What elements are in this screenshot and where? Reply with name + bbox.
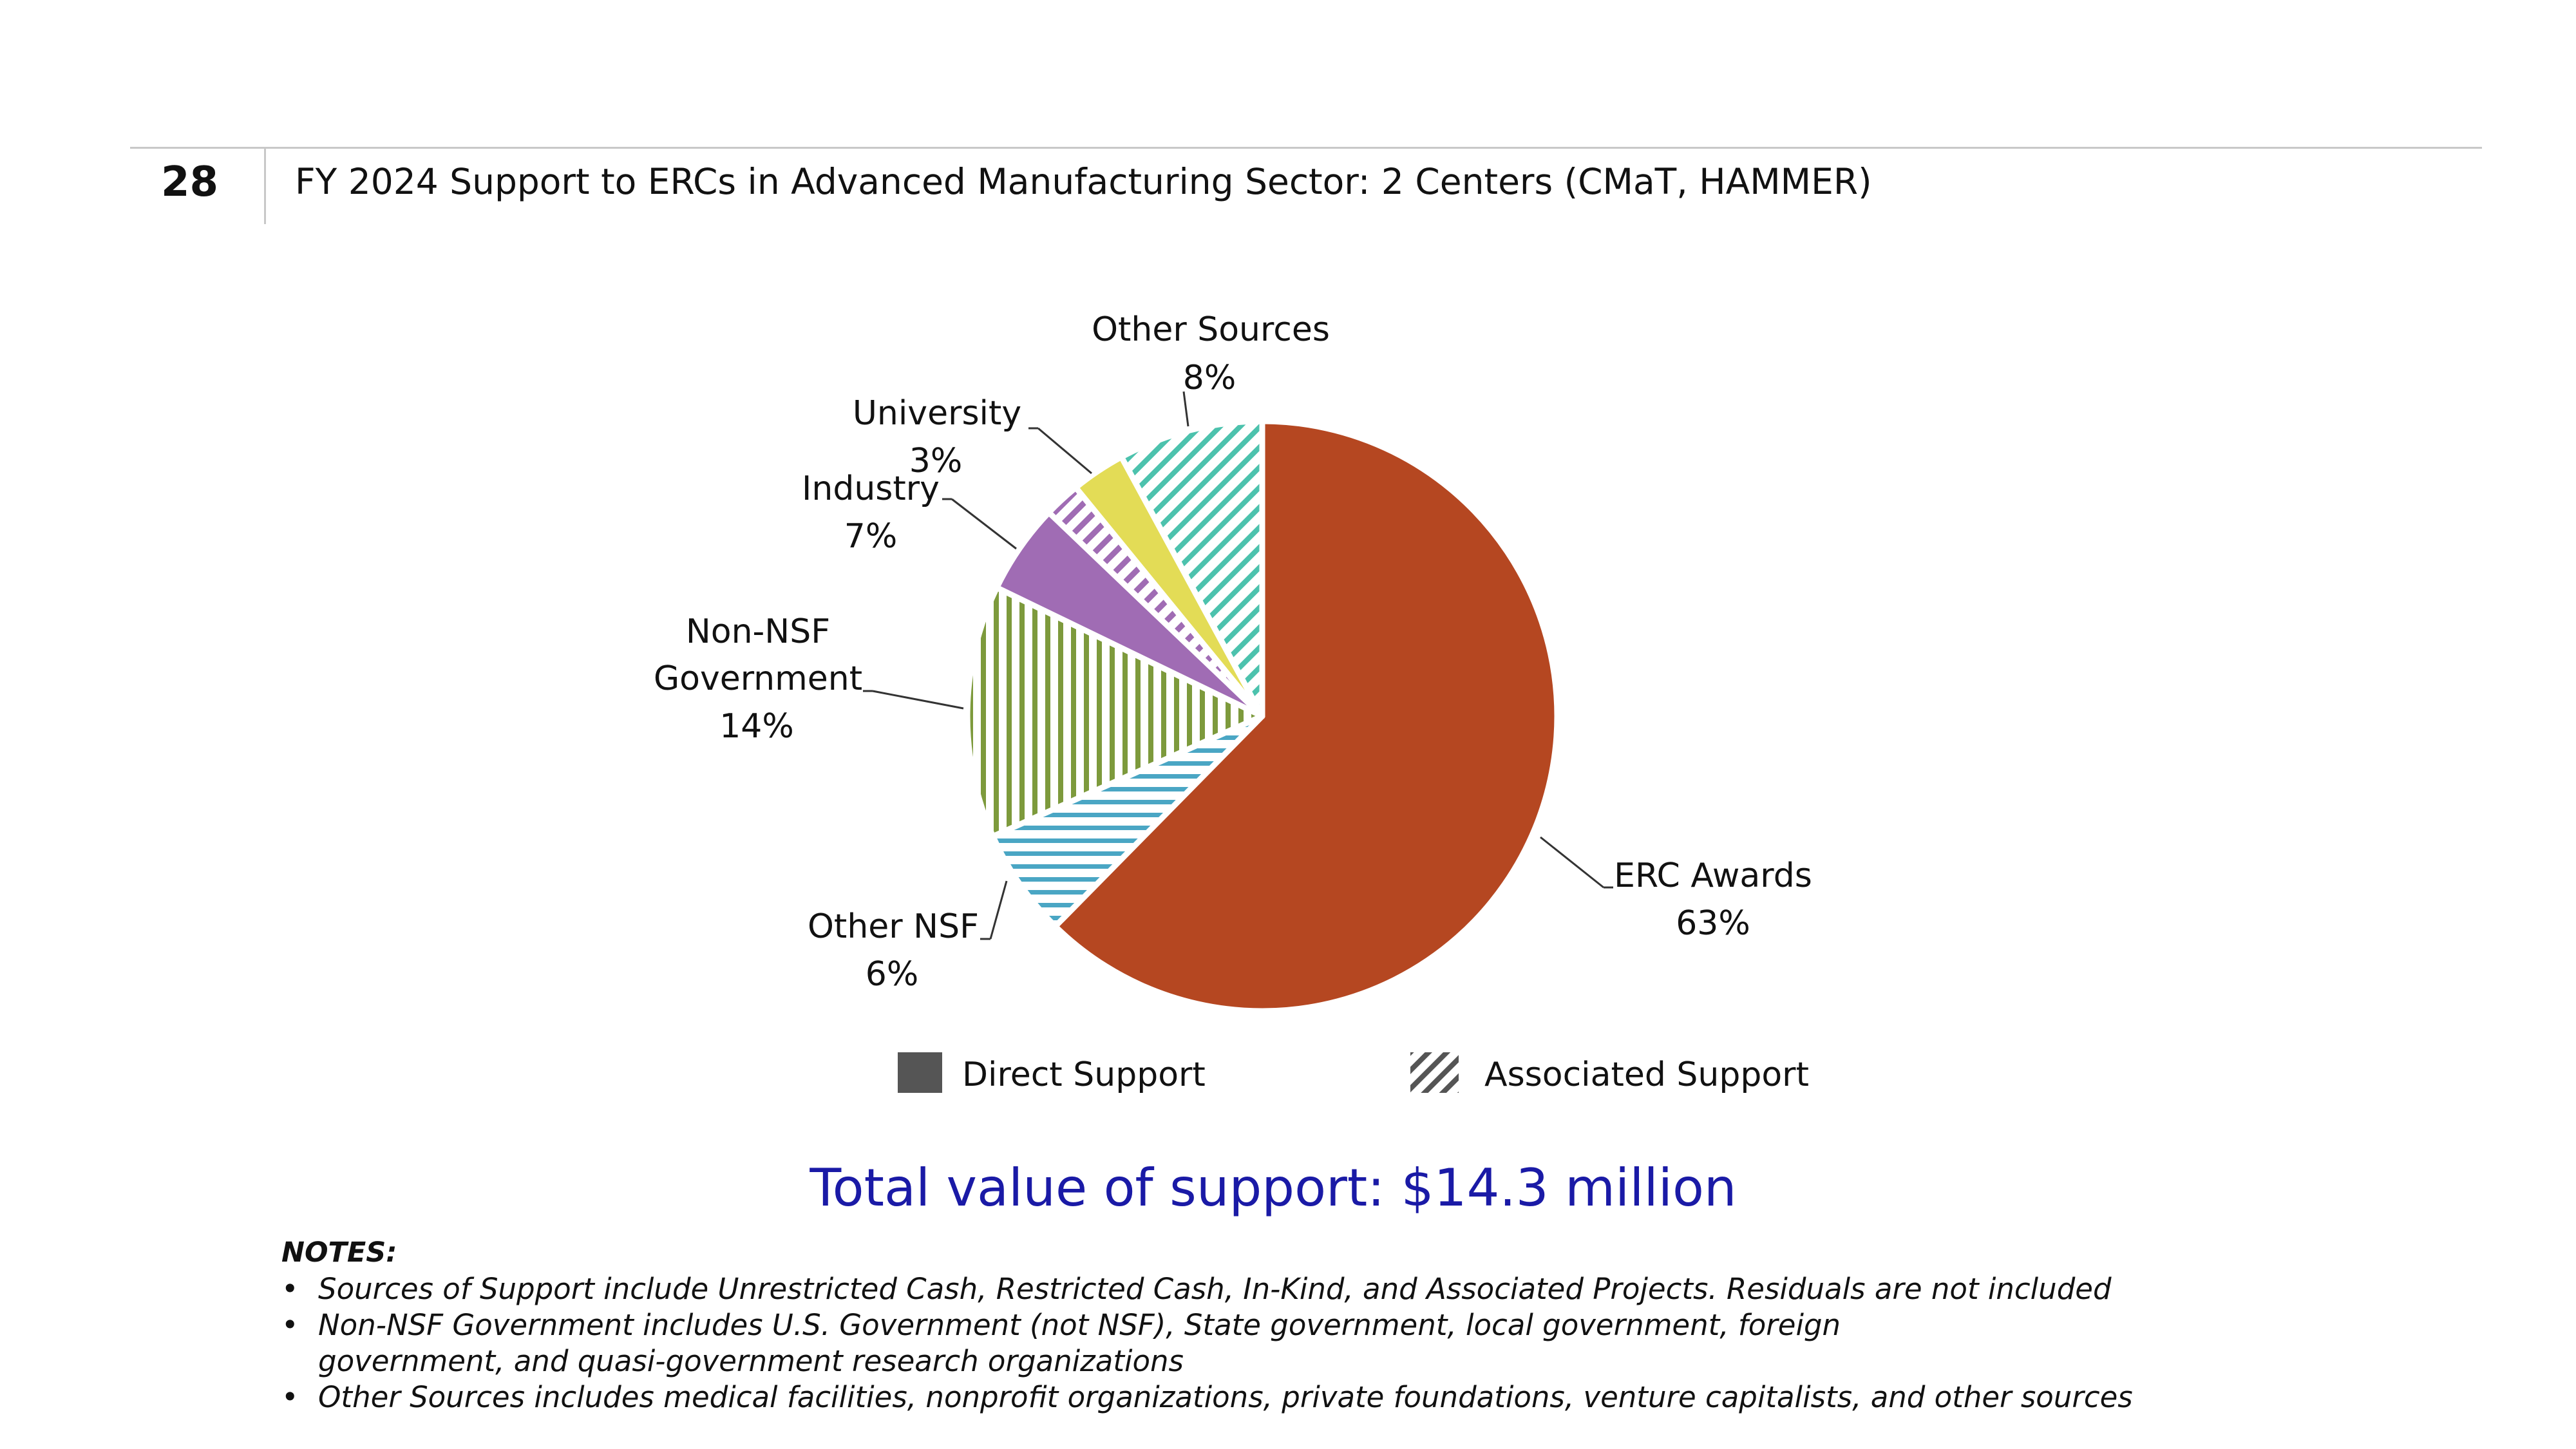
total-value: Total value of support: $14.3 million — [810, 1158, 1737, 1218]
note-item: Sources of Support include Unrestricted … — [281, 1271, 2471, 1307]
slide-title: FY 2024 Support to ERCs in Advanced Manu… — [295, 161, 1872, 202]
note-item: Non-NSF Government includes U.S. Governm… — [281, 1307, 2025, 1379]
notes-list: Sources of Support include Unrestricted … — [281, 1271, 2471, 1416]
legend-label-associated-support: Associated Support — [1484, 1056, 1809, 1094]
header-divider — [264, 148, 266, 224]
slice-label-industry: Industry — [802, 469, 940, 508]
notes-heading: NOTES: — [281, 1236, 397, 1269]
slice-label-university: University — [853, 394, 1021, 433]
pie-slice-non-nsf-government-vertical — [964, 584, 1265, 840]
slice-label-non-nsf-government-line2: Government — [654, 659, 862, 698]
legend-label-direct-support: Direct Support — [962, 1056, 1206, 1094]
slice-label-non-nsf-government-line1: Non-NSF — [686, 612, 830, 651]
slice-value-other-sources: 8% — [1183, 359, 1236, 397]
slice-label-other-sources: Other Sources — [1092, 310, 1330, 349]
leader-line-other-sources — [1182, 391, 1189, 427]
leader-line-university — [1037, 427, 1092, 475]
leader-line-non-nsf-government — [872, 690, 964, 710]
pie-chart: ERC Awards 63% Other NSF 6% Non-NSF Gove… — [654, 310, 1812, 1094]
pie-slice-erc-awards-solid — [1052, 418, 1560, 1014]
note-item: Other Sources includes medical facilitie… — [281, 1379, 2471, 1416]
slice-label-erc-awards: ERC Awards — [1614, 857, 1812, 895]
pie-slice-other-nsf-horizontal — [990, 713, 1265, 929]
pie-slice-other-sources-diagonal — [1118, 418, 1265, 719]
leader-line-industry — [951, 498, 1017, 550]
slice-label-other-nsf: Other NSF — [808, 907, 979, 946]
slice-value-other-nsf: 6% — [866, 955, 919, 994]
header-rule — [130, 147, 2482, 149]
slice-value-industry: 7% — [844, 517, 898, 556]
slice-value-erc-awards: 63% — [1676, 904, 1750, 943]
slice-value-non-nsf-government: 14% — [719, 707, 794, 746]
leader-line-erc-awards — [1540, 836, 1604, 889]
legend-swatch-associated-support — [1410, 1052, 1459, 1093]
slide-number: 28 — [161, 158, 219, 206]
leader-line-other-nsf — [989, 880, 1008, 940]
slice-value-university: 3% — [909, 442, 963, 480]
legend-swatch-direct-support — [898, 1052, 942, 1093]
notes-section: NOTES: Sources of Support include Unrest… — [281, 1236, 2471, 1416]
